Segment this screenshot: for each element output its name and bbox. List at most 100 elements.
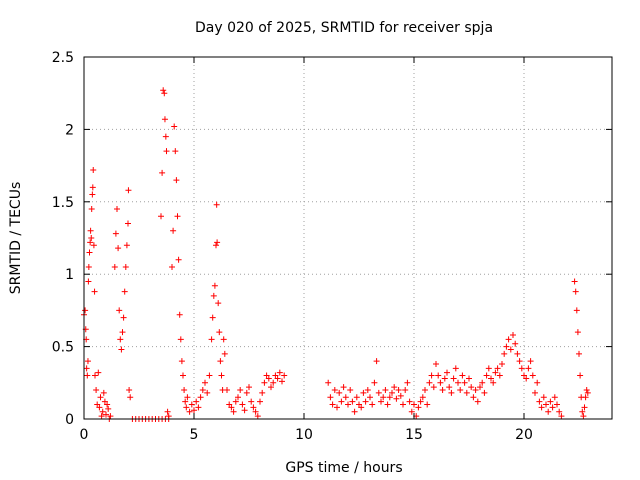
data-point — [428, 372, 435, 379]
data-point — [571, 278, 578, 285]
plot-frame — [83, 56, 613, 420]
data-point — [371, 379, 378, 386]
data-point — [536, 398, 543, 405]
data-point — [216, 329, 223, 336]
data-point — [510, 332, 516, 339]
data-point — [86, 249, 93, 256]
data-point — [91, 288, 98, 295]
data-point — [483, 372, 490, 379]
data-point — [248, 398, 255, 405]
data-point — [89, 191, 96, 198]
data-point — [549, 404, 556, 411]
data-points — [81, 87, 591, 422]
data-point — [488, 375, 494, 382]
data-point — [174, 213, 181, 220]
data-point — [221, 350, 228, 357]
data-point — [360, 389, 367, 396]
data-point — [104, 401, 111, 408]
data-point — [534, 379, 541, 386]
data-point — [89, 184, 96, 191]
data-point — [175, 256, 182, 263]
data-point — [97, 394, 104, 401]
data-point — [261, 379, 268, 386]
x-tick-label: 15 — [405, 427, 423, 443]
data-point — [121, 288, 128, 295]
data-point — [340, 384, 347, 391]
data-point — [254, 413, 261, 420]
data-point — [85, 278, 92, 285]
y-tick-label: 2 — [65, 122, 74, 138]
data-point — [547, 398, 554, 405]
data-point — [206, 372, 213, 379]
data-point — [235, 394, 241, 401]
data-point — [95, 369, 102, 376]
data-point — [481, 389, 488, 396]
data-point — [444, 369, 450, 376]
data-point — [88, 235, 95, 241]
y-tick-label: 2.5 — [52, 50, 74, 66]
data-point — [204, 389, 211, 396]
data-point — [338, 398, 345, 405]
data-point — [105, 405, 112, 412]
data-point — [345, 401, 351, 408]
data-point — [499, 360, 505, 367]
data-point — [382, 387, 389, 394]
data-point — [159, 169, 166, 176]
data-point — [331, 387, 338, 394]
data-point — [329, 401, 336, 408]
data-point — [433, 360, 439, 367]
data-point — [485, 365, 492, 372]
data-point — [367, 394, 373, 401]
data-point — [123, 242, 130, 249]
data-point — [424, 401, 431, 408]
data-point — [82, 307, 89, 314]
data-point — [584, 389, 591, 396]
data-point — [384, 401, 391, 408]
data-point — [459, 372, 466, 379]
data-point — [191, 407, 197, 414]
y-axis-label: SRMTID / TECUs — [8, 182, 24, 295]
data-point — [224, 387, 230, 394]
data-point — [364, 387, 371, 394]
data-point — [430, 384, 437, 391]
data-point — [181, 387, 188, 394]
data-point — [378, 398, 384, 405]
data-point — [246, 384, 252, 391]
data-point — [466, 375, 472, 382]
data-point — [532, 389, 538, 396]
data-point — [169, 263, 175, 270]
data-point — [402, 387, 409, 394]
data-point — [543, 401, 549, 408]
data-point — [503, 343, 510, 350]
data-point — [351, 408, 358, 415]
data-point — [259, 389, 266, 396]
data-point — [265, 375, 272, 382]
data-point — [461, 379, 468, 386]
data-point — [214, 239, 221, 246]
data-point — [119, 329, 126, 336]
data-point — [448, 389, 455, 396]
data-point — [193, 398, 200, 405]
data-point — [209, 314, 216, 321]
data-point — [358, 404, 365, 411]
data-point — [404, 379, 411, 386]
data-point — [411, 401, 417, 408]
data-point — [195, 404, 202, 411]
data-point — [163, 148, 170, 155]
data-point — [439, 387, 446, 394]
data-point — [419, 394, 426, 401]
data-point — [184, 394, 191, 401]
data-point — [558, 413, 565, 420]
data-point — [160, 87, 167, 94]
data-point — [220, 336, 227, 343]
chart-title: Day 020 of 2025, SRMTID for receiver spj… — [195, 20, 493, 36]
data-point — [327, 394, 334, 401]
data-point — [353, 394, 360, 401]
data-point — [422, 387, 428, 394]
data-point — [162, 133, 169, 140]
data-point — [426, 379, 433, 386]
data-point — [100, 389, 107, 396]
data-point — [472, 387, 479, 394]
data-point — [397, 392, 404, 399]
